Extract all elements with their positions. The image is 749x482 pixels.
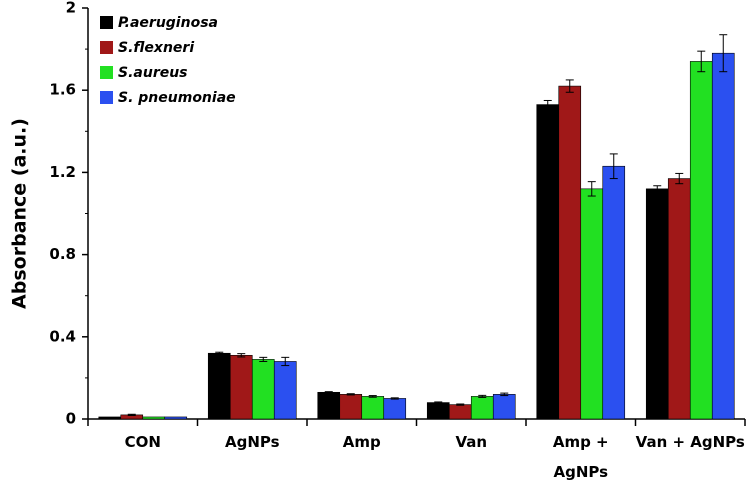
legend-swatch: [100, 16, 113, 29]
y-tick-label: 1.2: [49, 163, 76, 181]
bar-3-2: [383, 398, 407, 420]
bar-3-4: [602, 165, 626, 420]
x-tick-label: CON: [125, 433, 161, 451]
bar-1-4: [558, 85, 582, 420]
y-tick-label: 2: [66, 0, 76, 17]
x-tick-label: Amp +: [553, 433, 609, 451]
x-tick-label: Amp: [343, 433, 381, 451]
bar-3-3: [492, 394, 516, 420]
bar-0-5: [645, 188, 669, 420]
bar-2-0: [142, 416, 166, 420]
legend-swatch: [100, 66, 113, 79]
x-tick-label: Van + AgNPs: [636, 433, 745, 451]
y-tick-label: 0: [66, 410, 76, 428]
y-tick-label: 0.8: [49, 245, 76, 263]
legend-label: S.aureus: [118, 65, 188, 81]
legend-swatch: [100, 91, 113, 104]
bar-1-2: [339, 394, 363, 420]
legend-label: S.flexneri: [118, 40, 194, 56]
x-tick-label: Van: [455, 433, 487, 451]
bar-2-5: [689, 61, 713, 420]
legend-swatch: [100, 41, 113, 54]
bar-1-3: [448, 404, 472, 420]
bar-3-0: [164, 416, 188, 420]
bar-0-0: [98, 416, 122, 420]
bar-2-4: [580, 188, 604, 420]
y-axis-label: Absorbance (a.u.): [9, 118, 31, 309]
bar-0-4: [536, 104, 560, 420]
y-tick-label: 1.6: [49, 81, 76, 99]
legend-label: S. pneumoniae: [118, 90, 236, 106]
bar-0-1: [207, 352, 231, 420]
bar-3-1: [273, 361, 297, 420]
x-tick-label: AgNPs: [225, 433, 280, 451]
bar-0-2: [317, 391, 341, 420]
bar-2-1: [251, 359, 275, 420]
bar-3-5: [711, 52, 735, 420]
legend-label: P.aeruginosa: [118, 15, 218, 31]
x-tick-label: AgNPs: [553, 463, 608, 481]
bar-1-5: [667, 178, 691, 420]
bar-1-1: [229, 354, 253, 420]
bar-2-2: [361, 396, 385, 420]
bar-2-3: [470, 396, 494, 420]
bar-0-3: [426, 402, 450, 420]
y-tick-label: 0.4: [49, 327, 76, 345]
